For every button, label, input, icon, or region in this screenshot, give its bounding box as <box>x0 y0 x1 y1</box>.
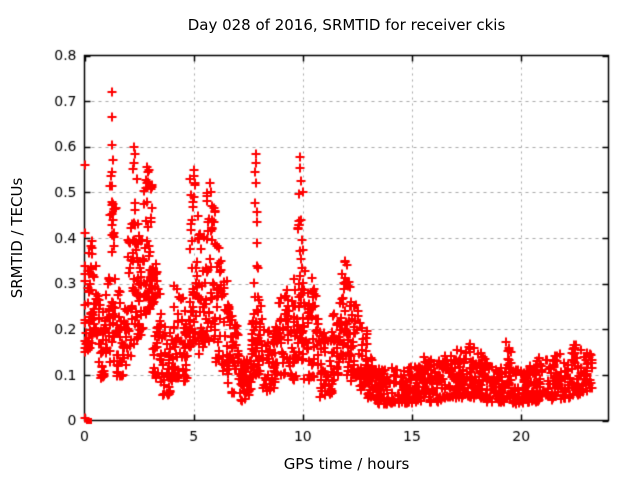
x-axis-label: GPS time / hours <box>283 455 410 473</box>
chart-title: Day 028 of 2016, SRMTID for receiver cki… <box>187 16 506 34</box>
y-axis-label: SRMTID / TECUs <box>8 177 26 299</box>
